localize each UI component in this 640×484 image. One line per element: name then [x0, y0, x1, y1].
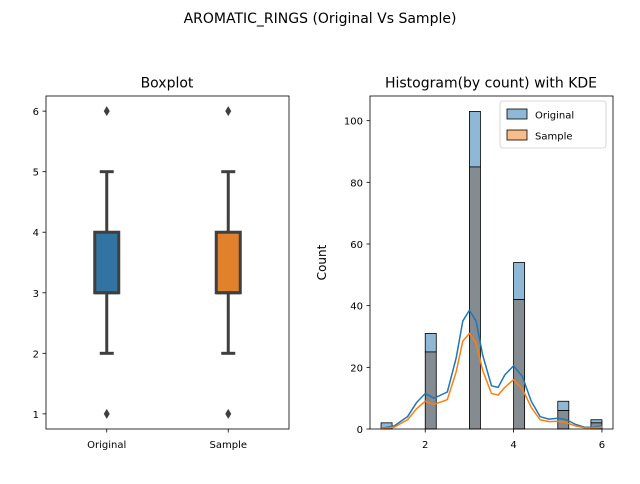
x-tick-label: Sample	[210, 440, 248, 451]
histogram-title: Histogram(by count) with KDE	[385, 76, 597, 92]
legend-label-sample: Sample	[535, 132, 573, 143]
histogram-frame	[369, 95, 614, 430]
x-tick-label: 6	[599, 440, 605, 451]
boxplot-content: 1 2 3 4 5 6 Original Sample	[33, 106, 247, 451]
bar-original	[469, 111, 481, 168]
bar-overlap	[469, 166, 481, 430]
y-tick-label: 6	[33, 107, 39, 118]
bar-original	[424, 333, 437, 353]
box-iqr	[214, 230, 242, 295]
kde-line-sample	[380, 332, 603, 430]
boxplot-frame	[45, 95, 290, 430]
y-tick-label: 3	[33, 289, 39, 300]
y-tick-label: 5	[33, 168, 39, 179]
y-tick-label: 4	[33, 228, 39, 239]
y-tick-label: 0	[357, 425, 363, 436]
kde-line-original	[380, 309, 603, 430]
legend-swatch-sample	[506, 129, 528, 141]
y-tick-label: 40	[350, 302, 363, 313]
figure-suptitle: AROMATIC_RINGS (Original Vs Sample)	[184, 11, 457, 27]
histogram-legend: Original Sample	[499, 100, 607, 149]
x-tick-label: Original	[87, 440, 126, 451]
y-tick-label: 20	[350, 363, 363, 374]
bar-original	[557, 400, 570, 411]
outlier-marker	[225, 106, 232, 117]
bar-original	[513, 262, 526, 300]
y-tick-label: 2	[33, 349, 39, 360]
legend-swatch-original	[506, 108, 528, 120]
y-tick-label: 100	[344, 117, 363, 128]
legend-label-original: Original	[535, 111, 574, 122]
boxplot-title: Boxplot	[141, 76, 194, 92]
histogram-axes: Histogram(by count) with KDE Count 0 20 40…	[315, 76, 614, 451]
boxplot-axes: Boxplot 1 2 3 4 5 6 Original Sample	[33, 76, 290, 451]
bar-original	[590, 419, 603, 424]
y-tick-label: 1	[33, 410, 39, 421]
x-tick-label: 4	[510, 440, 516, 451]
outlier-marker	[225, 408, 232, 419]
box-iqr	[93, 230, 121, 295]
outlier-marker	[103, 106, 110, 117]
y-tick-label: 80	[350, 178, 363, 189]
x-tick-label: 2	[422, 440, 428, 451]
outlier-marker	[103, 408, 110, 419]
histogram-content: 0 20 40 60 80 100 2 4 6	[344, 111, 605, 451]
bar-overlap	[513, 299, 526, 430]
bar-overlap	[424, 351, 437, 430]
histogram-ylabel: Count	[315, 244, 329, 280]
y-tick-label: 60	[350, 240, 363, 251]
